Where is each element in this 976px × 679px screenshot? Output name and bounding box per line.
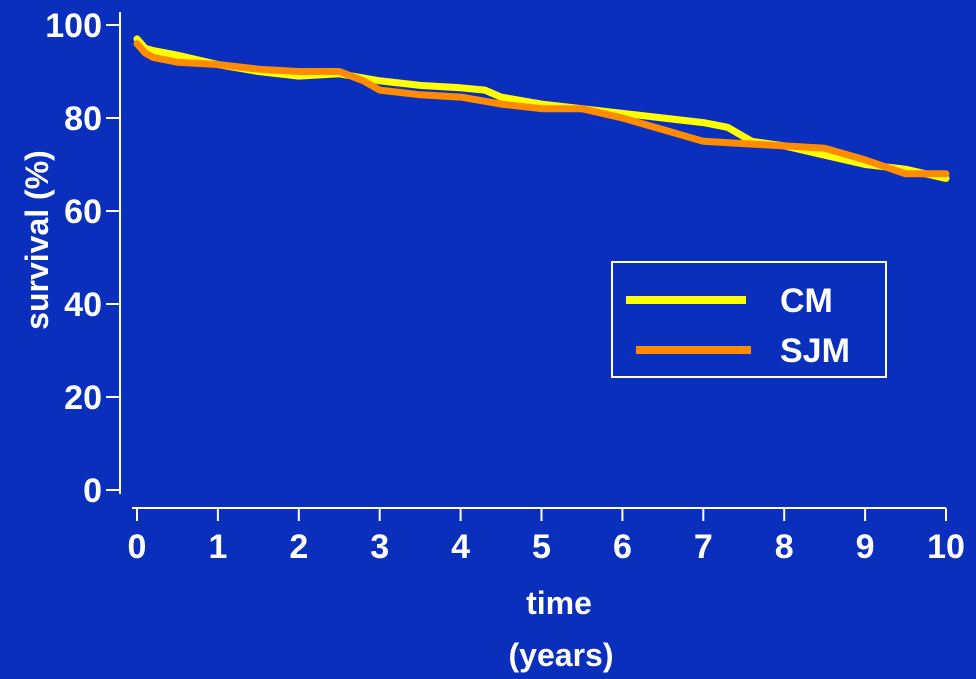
legend-label-cm: CM (780, 282, 833, 320)
x-tick-label: 10 (927, 528, 965, 566)
legend-label-sjm: SJM (780, 332, 850, 370)
x-tick-label: 6 (613, 528, 632, 566)
x-axis-title-line2: (years) (509, 637, 614, 673)
legend-box (611, 261, 887, 378)
series-line-sjm (133, 40, 950, 178)
y-tick-label: 80 (64, 100, 102, 138)
y-tick-label: 60 (64, 193, 102, 231)
y-tick-label: 40 (64, 286, 102, 324)
y-axis-title: survival (%) (19, 150, 55, 330)
x-tick-label: 1 (208, 528, 227, 566)
x-tick-label: 0 (128, 528, 147, 566)
x-tick-label: 4 (451, 528, 470, 566)
x-tick-label: 9 (856, 528, 875, 566)
y-tick-label: 100 (45, 7, 102, 45)
legend: CM SJM (611, 261, 887, 378)
x-tick-label: 8 (775, 528, 794, 566)
x-tick-label: 7 (694, 528, 713, 566)
y-tick-label: 20 (64, 379, 102, 417)
chart-axes: 0 20 40 60 80 100 0 1 2 3 4 5 6 7 8 9 10 (45, 7, 965, 566)
x-axis-title-line1: time (526, 585, 592, 621)
y-tick-label: 0 (83, 472, 102, 510)
x-tick-label: 2 (289, 528, 308, 566)
series-lines (133, 35, 950, 182)
x-tick-label: 3 (370, 528, 389, 566)
x-tick-label: 5 (532, 528, 551, 566)
